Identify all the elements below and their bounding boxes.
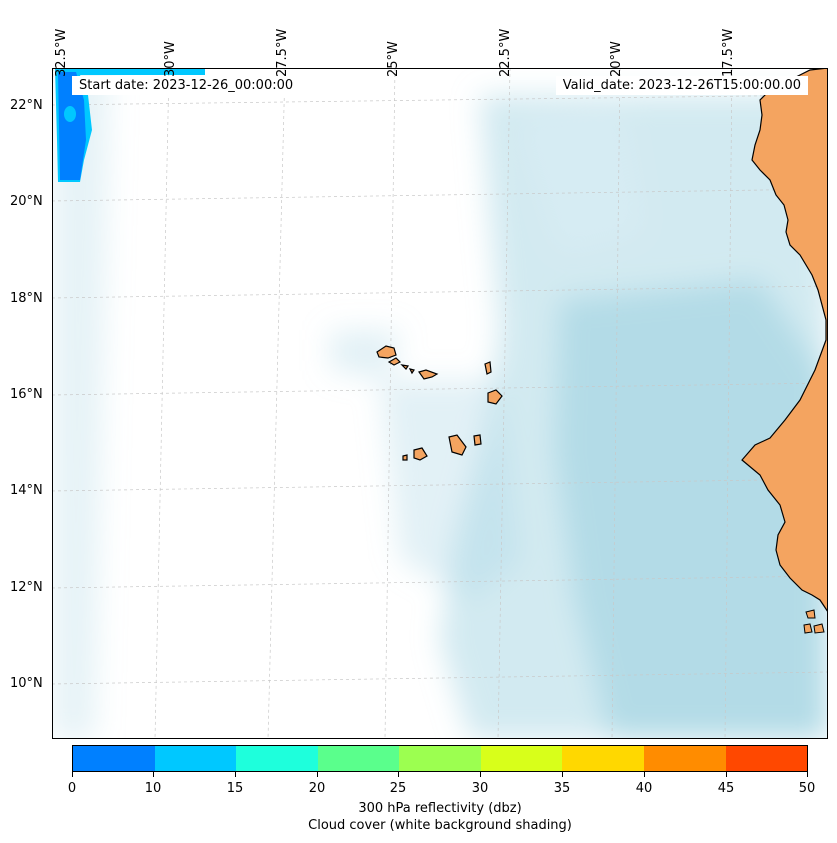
colorbar-tick xyxy=(153,772,154,777)
cape-verde-islands xyxy=(376,345,503,461)
cloud-cover-shading xyxy=(52,68,828,739)
lat-label: 22°N xyxy=(10,98,43,113)
colorbar-tick-label: 15 xyxy=(226,781,244,796)
colorbar xyxy=(72,745,808,772)
colorbar-tick-label: 0 xyxy=(67,781,77,796)
colorbar-segment xyxy=(317,746,400,771)
lon-label: 20°W xyxy=(609,41,624,77)
bijagos-islands xyxy=(803,609,825,634)
colorbar-segment xyxy=(643,746,726,771)
lon-label: 27.5°W xyxy=(275,28,290,77)
colorbar-tick-label: 40 xyxy=(635,781,653,796)
colorbar-tick xyxy=(235,772,236,777)
lat-label: 18°N xyxy=(10,291,43,306)
africa-land xyxy=(741,68,828,614)
valid-date-label: Valid_date: 2023-12-26T15:00:00.00 xyxy=(555,76,808,95)
colorbar-segment xyxy=(236,746,318,771)
lon-label: 30°W xyxy=(163,41,178,77)
colorbar-tick xyxy=(807,772,808,777)
colorbar-tick xyxy=(398,772,399,777)
colorbar-tick-label: 25 xyxy=(389,781,407,796)
lat-label: 16°N xyxy=(10,387,43,402)
start-date-label: Start date: 2023-12-26_00:00:00 xyxy=(72,76,301,95)
lat-label: 10°N xyxy=(10,676,43,691)
colorbar-tick-label: 50 xyxy=(798,781,816,796)
colorbar-segment xyxy=(725,746,808,771)
lat-label: 20°N xyxy=(10,194,43,209)
colorbar-tick-label: 35 xyxy=(553,781,571,796)
colorbar-tick-label: 10 xyxy=(144,781,162,796)
colorbar-segment xyxy=(399,746,481,771)
lon-label: 32.5°W xyxy=(54,28,69,77)
colorbar-tick-label: 45 xyxy=(717,781,735,796)
colorbar-segment xyxy=(480,746,563,771)
colorbar-tick-label: 20 xyxy=(308,781,326,796)
reflectivity-echo xyxy=(55,68,205,182)
colorbar-segment xyxy=(154,746,237,771)
lat-label: 14°N xyxy=(10,483,43,498)
colorbar-tick xyxy=(726,772,727,777)
colorbar-tick xyxy=(562,772,563,777)
lon-label: 22.5°W xyxy=(498,28,513,77)
colorbar-tick-label: 30 xyxy=(471,781,489,796)
graticule xyxy=(52,68,828,739)
lat-label: 12°N xyxy=(10,580,43,595)
colorbar-tick xyxy=(317,772,318,777)
colorbar-subtitle: Cloud cover (white background shading) xyxy=(308,818,572,833)
colorbar-tick xyxy=(644,772,645,777)
colorbar-tick xyxy=(480,772,481,777)
lon-label: 17.5°W xyxy=(721,28,736,77)
colorbar-tick xyxy=(72,772,73,777)
colorbar-segment xyxy=(562,746,644,771)
colorbar-title: 300 hPa reflectivity (dbz) xyxy=(358,801,522,816)
colorbar-segment xyxy=(73,746,155,771)
lon-label: 25°W xyxy=(386,41,401,77)
